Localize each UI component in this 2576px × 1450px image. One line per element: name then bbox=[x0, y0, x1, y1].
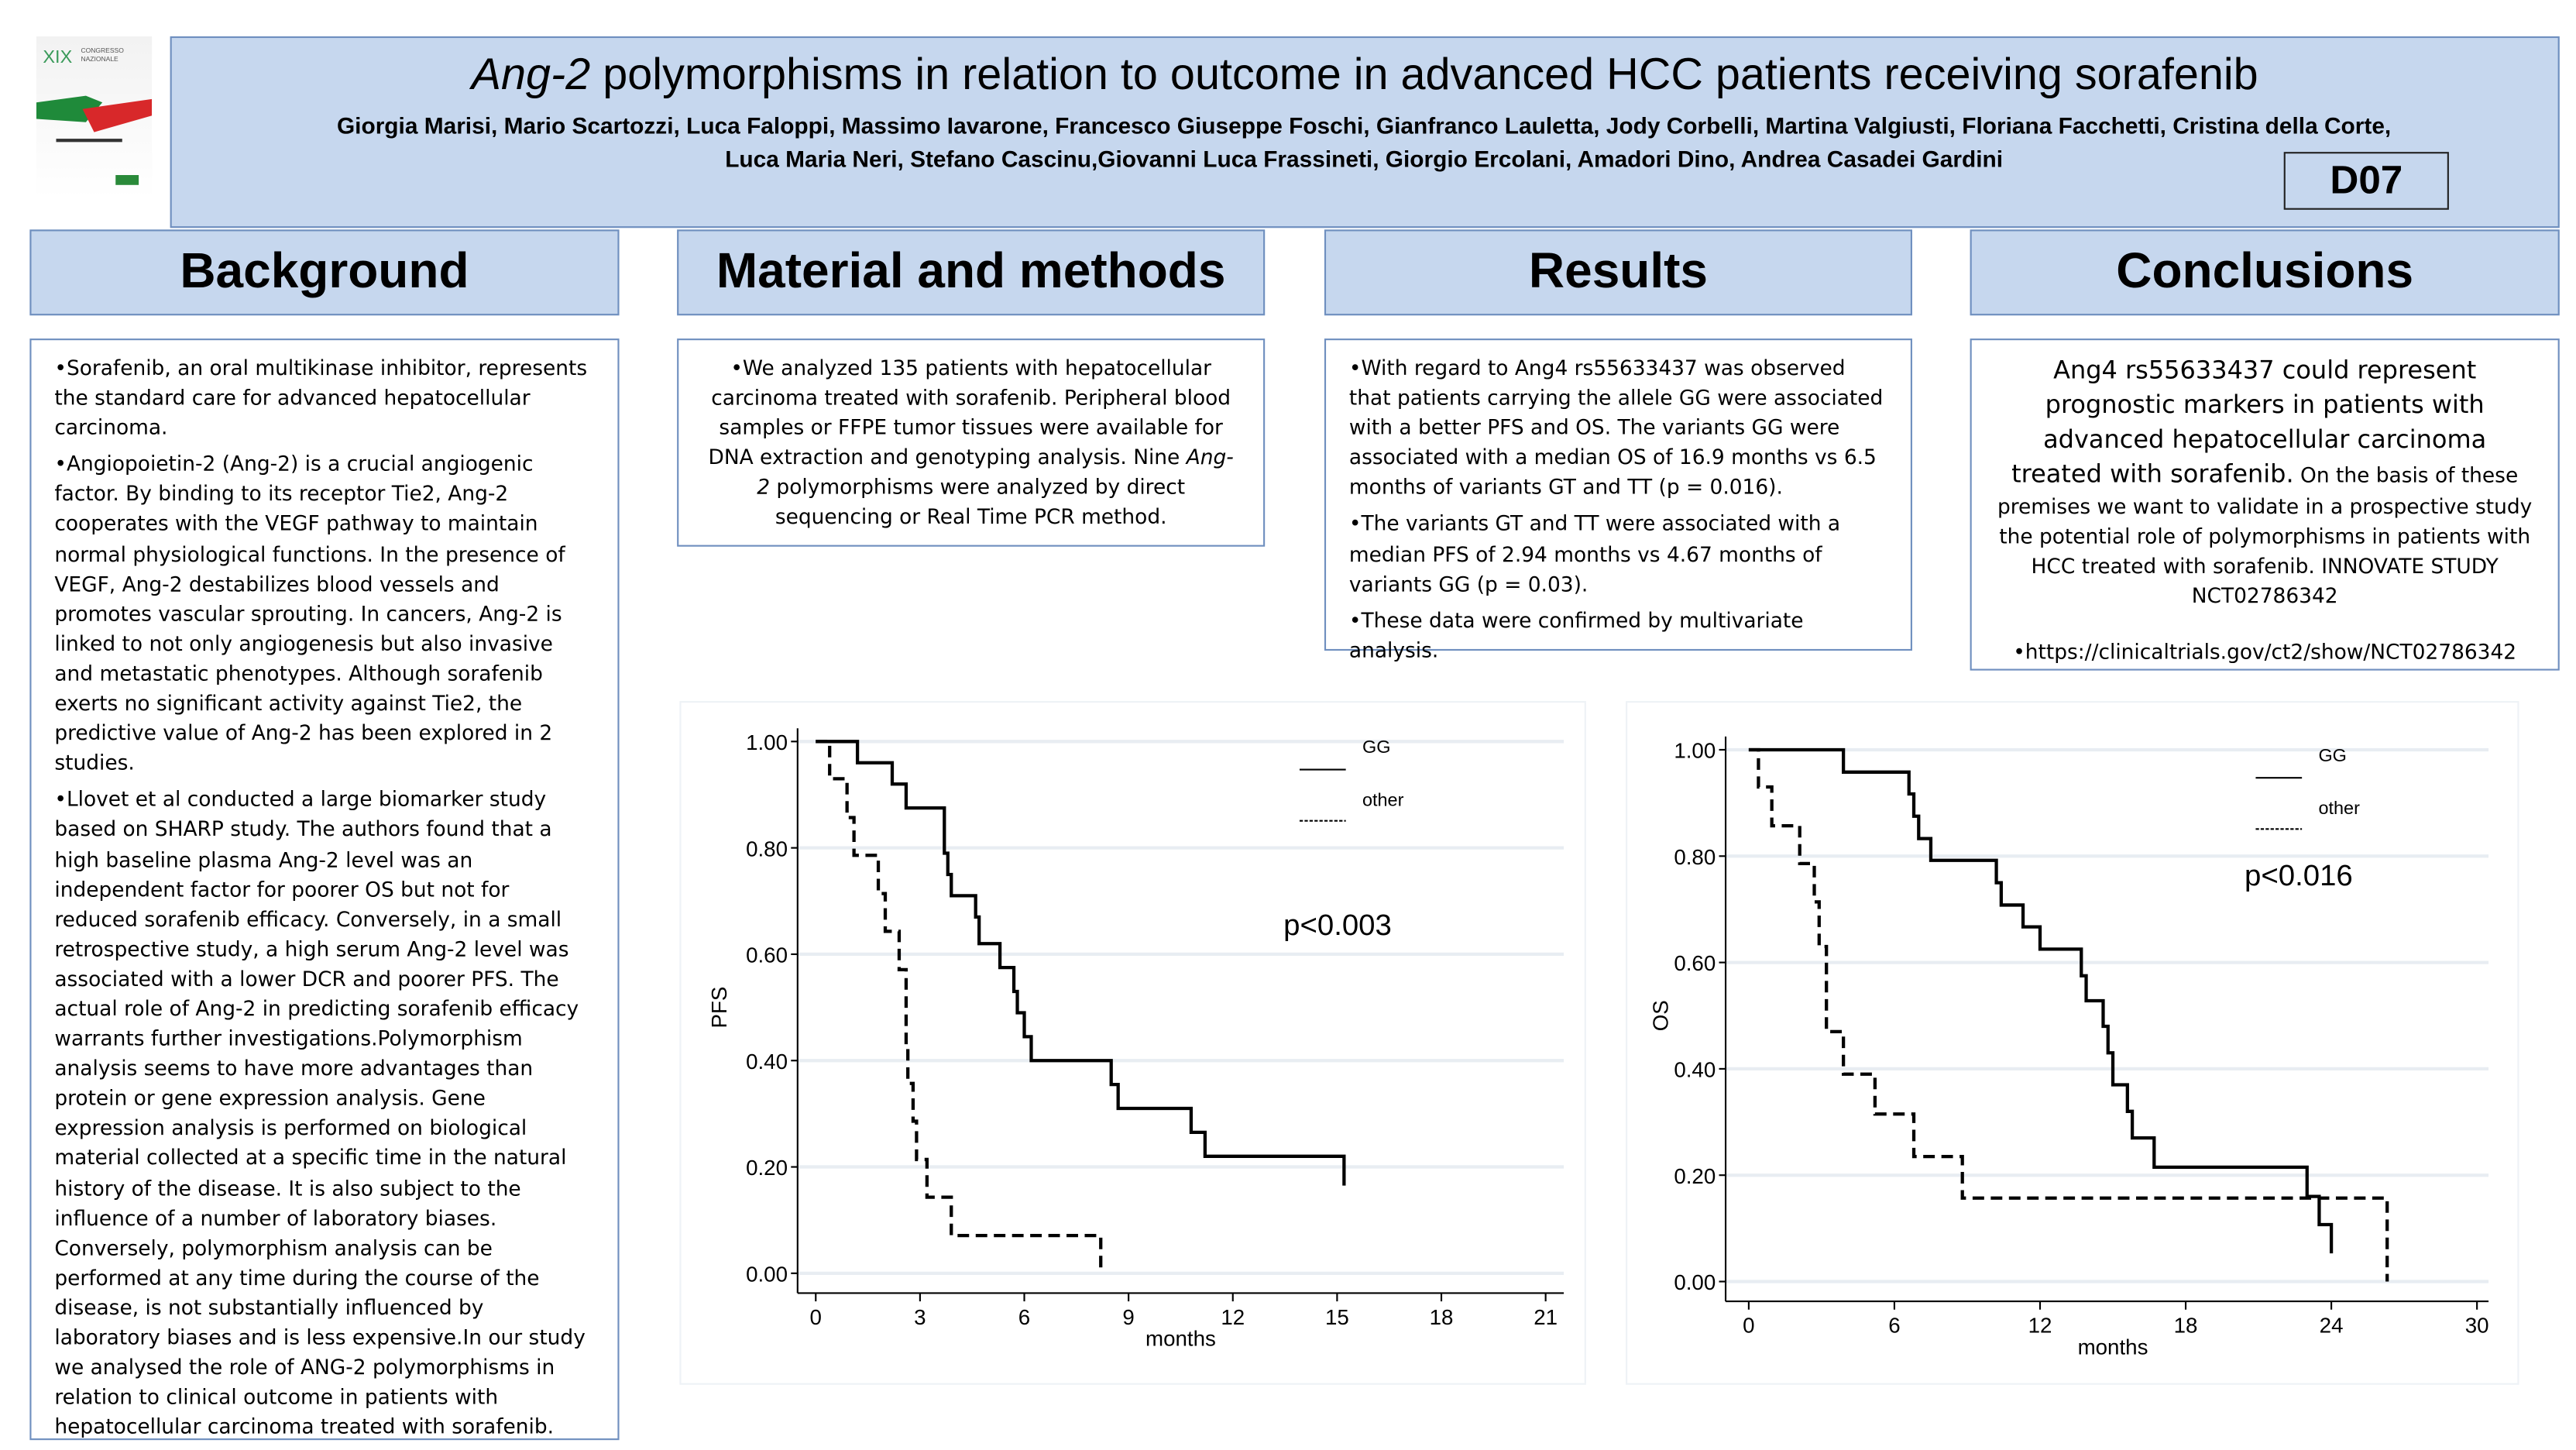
x-tick-label: 15 bbox=[1325, 1305, 1349, 1329]
x-tick-label: 18 bbox=[2174, 1314, 2198, 1338]
background-paragraph: •Llovet et al conducted a large biomarke… bbox=[54, 786, 586, 1439]
authors: Giorgia Marisi, Mario Scartozzi, Luca Fa… bbox=[314, 109, 2414, 175]
background-paragraph: •Angiopoietin-2 (Ang-2) is a crucial ang… bbox=[54, 451, 565, 775]
results-paragraph: •These data were confirmed by multivaria… bbox=[1348, 607, 1804, 662]
km-curve-other bbox=[1748, 747, 2389, 1282]
p-value-annotation: p<0.016 bbox=[2245, 859, 2353, 892]
p-value-annotation: p<0.003 bbox=[1283, 909, 1392, 942]
methods-italic: Ang-2 bbox=[757, 445, 1234, 500]
header-banner bbox=[170, 36, 2560, 228]
x-tick-label: 6 bbox=[1018, 1305, 1030, 1329]
x-tick-label: 21 bbox=[1534, 1305, 1558, 1329]
y-tick-label: 0.80 bbox=[1674, 845, 1716, 869]
results-paragraph: •The variants GT and TT were associated … bbox=[1348, 510, 1841, 596]
section-header-results: Results bbox=[1324, 229, 1912, 316]
section-header-conclusions: Conclusions bbox=[1970, 229, 2560, 316]
y-tick-label: 1.00 bbox=[1674, 739, 1716, 763]
svg-text:CONGRESSO: CONGRESSO bbox=[81, 46, 124, 54]
x-axis-label: months bbox=[2078, 1335, 2148, 1359]
x-tick-label: 3 bbox=[914, 1305, 926, 1329]
legend-label-gg: GG bbox=[2318, 745, 2346, 765]
y-tick-label: 0.20 bbox=[746, 1156, 788, 1180]
y-axis-label: OS bbox=[1648, 1000, 1672, 1031]
methods-text-2: polymorphisms were analyzed by direct se… bbox=[770, 474, 1186, 530]
x-tick-label: 12 bbox=[2028, 1314, 2052, 1338]
x-tick-label: 0 bbox=[1743, 1314, 1754, 1338]
x-tick-label: 12 bbox=[1221, 1305, 1245, 1329]
x-tick-label: 9 bbox=[1122, 1305, 1134, 1329]
background-paragraph: •Sorafenib, an oral multikinase inhibito… bbox=[54, 355, 588, 440]
x-tick-label: 6 bbox=[1888, 1314, 1900, 1338]
x-axis-label: months bbox=[1145, 1327, 1216, 1351]
chart-pfs: 0.00 0.20 0.40 0.60 0.80 1.00 0 3 6 9 12 15 18 21 mont… bbox=[679, 701, 1586, 1385]
km-curve-GG bbox=[1748, 747, 2334, 1254]
results-text: •With regard to Ang4 rs55633437 was obse… bbox=[1324, 338, 1912, 662]
methods-text: •We analyzed 135 patients with hepatocel… bbox=[677, 338, 1266, 547]
x-tick-label: 0 bbox=[810, 1305, 822, 1329]
chart-frame bbox=[679, 701, 1586, 1385]
conclusions-text: Ang4 rs55633437 could represent prognost… bbox=[1970, 338, 2560, 671]
svg-text:XIX: XIX bbox=[43, 46, 72, 67]
methods-text-1: •We analyzed 135 patients with hepatocel… bbox=[708, 355, 1231, 470]
conclusions-lead: Ang4 rs55633437 could represent prognost… bbox=[2011, 355, 2487, 490]
section-header-methods: Material and methods bbox=[677, 229, 1266, 316]
x-tick-label: 18 bbox=[1430, 1305, 1454, 1329]
results-paragraph: •With regard to Ang4 rs55633437 was obse… bbox=[1348, 355, 1884, 500]
conclusions-rest: On the basis of these premises we want t… bbox=[1997, 462, 2533, 609]
title-rest: polymorphisms in relation to outcome in … bbox=[590, 49, 2258, 99]
km-curve-GG bbox=[816, 740, 1346, 1186]
poster-title: Ang-2 polymorphisms in relation to outco… bbox=[170, 50, 2560, 101]
svg-text:NAZIONALE: NAZIONALE bbox=[81, 55, 118, 63]
legend-label-gg: GG bbox=[1362, 737, 1390, 757]
section-header-background: Background bbox=[29, 229, 620, 316]
y-tick-label: 0.40 bbox=[746, 1050, 788, 1074]
authors-line-2: Luca Maria Neri, Stefano Cascinu,Giovann… bbox=[725, 145, 2004, 172]
x-tick-label: 30 bbox=[2465, 1314, 2489, 1338]
km-curve-other bbox=[816, 740, 1103, 1273]
chart-frame bbox=[1626, 701, 2519, 1385]
legend-label-other: other bbox=[1362, 789, 1404, 809]
background-text: •Sorafenib, an oral multikinase inhibito… bbox=[29, 338, 620, 1441]
x-tick-label: 24 bbox=[2320, 1314, 2344, 1338]
y-tick-label: 0.80 bbox=[746, 837, 788, 861]
y-tick-label: 0.20 bbox=[1674, 1164, 1716, 1188]
y-tick-label: 1.00 bbox=[746, 730, 788, 754]
legend-label-other: other bbox=[2318, 798, 2360, 818]
y-tick-label: 0.00 bbox=[1674, 1270, 1716, 1294]
title-italic: Ang-2 bbox=[471, 49, 591, 99]
y-tick-label: 0.40 bbox=[1674, 1058, 1716, 1082]
chart-os: 0.00 0.20 0.40 0.60 0.80 1.00 0 6 12 18 24 30 months… bbox=[1626, 701, 2519, 1385]
authors-line-1: Giorgia Marisi, Mario Scartozzi, Luca Fa… bbox=[336, 112, 2392, 139]
poster-code: D07 bbox=[2283, 152, 2449, 210]
clinicaltrials-link[interactable]: •https://clinicaltrials.gov/ct2/show/NCT… bbox=[2013, 639, 2517, 665]
y-axis-label: PFS bbox=[707, 987, 731, 1029]
y-tick-label: 0.60 bbox=[746, 943, 788, 967]
y-tick-label: 0.00 bbox=[746, 1263, 788, 1287]
congress-logo: XIX CONGRESSO NAZIONALE bbox=[36, 36, 153, 198]
y-tick-label: 0.60 bbox=[1674, 951, 1716, 975]
